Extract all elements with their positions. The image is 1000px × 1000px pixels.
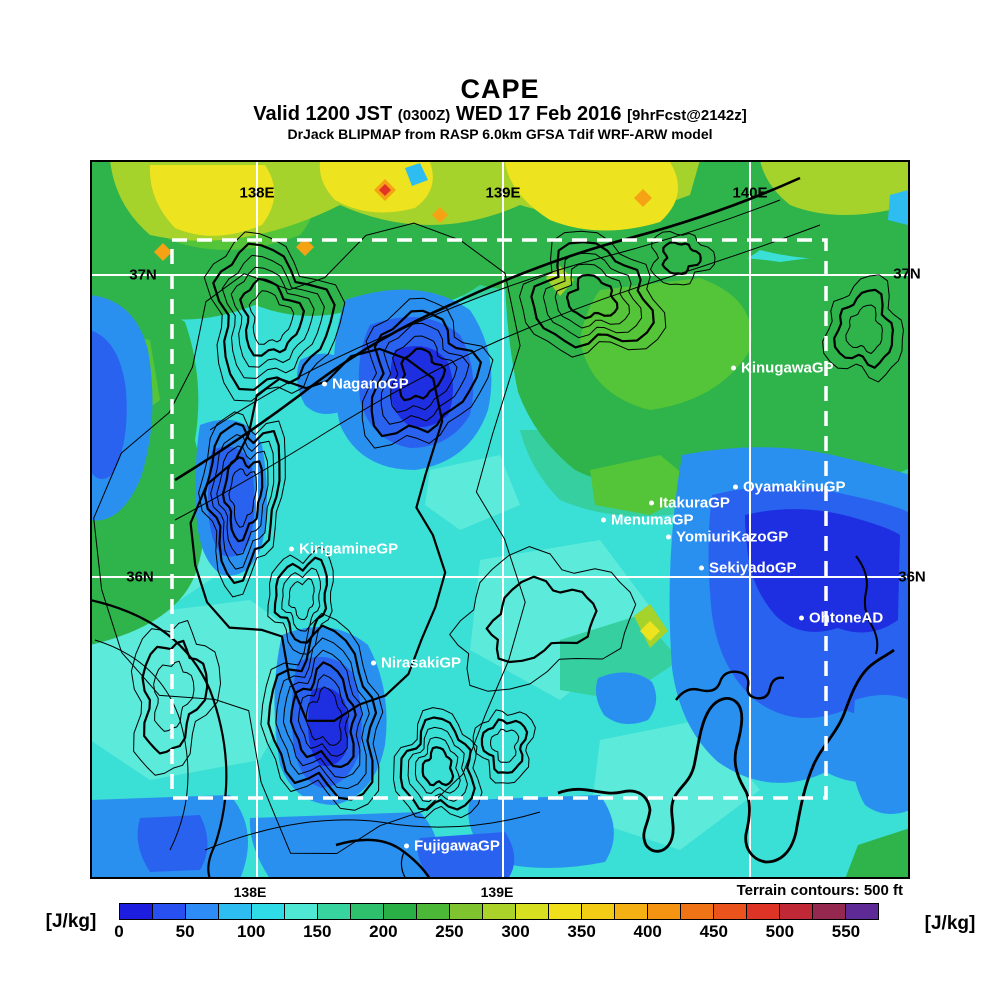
colorbar-segment <box>285 904 318 919</box>
colorbar-segment <box>615 904 648 919</box>
cape-map: 138E 139E 140E 37N 36N 37N 36N NaganoGP K… <box>90 160 926 879</box>
colorbar-tick-label: 500 <box>765 922 795 941</box>
colorbar-tick-label: 0 <box>114 922 124 941</box>
colorbar-segment <box>516 904 549 919</box>
title-block: CAPE Valid 1200 JST (0300Z) WED 17 Feb 2… <box>0 76 1000 143</box>
valid-zulu: (0300Z) <box>397 107 451 124</box>
valid-prefix: Valid 1200 JST <box>253 103 398 125</box>
coastline <box>335 555 895 879</box>
colorbar-segment <box>318 904 351 919</box>
valid-time-line: Valid 1200 JST (0300Z) WED 17 Feb 2016 [… <box>0 103 1000 126</box>
terrain-art <box>90 160 910 879</box>
colorbar-segment <box>780 904 813 919</box>
colorbar-segment <box>648 904 681 919</box>
inner-domain-box <box>170 238 828 800</box>
model-line: DrJack BLIPMAP from RASP 6.0km GFSA Tdif… <box>287 126 713 142</box>
colorbar-segment <box>219 904 252 919</box>
colorbar-segment <box>417 904 450 919</box>
colorbar-tick-label: 250 <box>435 922 464 941</box>
valid-date: WED 17 Feb 2016 <box>450 103 628 125</box>
colorbar-segment <box>252 904 285 919</box>
colorbar-unit-left: [J/kg] <box>45 911 97 932</box>
colorbar-segment <box>483 904 516 919</box>
colorbar-segment <box>813 904 846 919</box>
colorbar-tick-label: 50 <box>175 922 195 941</box>
colorbar-segment <box>846 904 878 919</box>
colorbar-segment <box>120 904 153 919</box>
colorbar-segment <box>384 904 417 919</box>
colorbar-segment <box>450 904 483 919</box>
lon-label-bottom-139e: 139E <box>480 884 514 900</box>
ridge-contours <box>90 176 821 879</box>
colorbar-segment <box>582 904 615 919</box>
colorbar-segment <box>153 904 186 919</box>
colorbar-tick-label: 350 <box>567 922 596 941</box>
colorbar-tick-label: 550 <box>831 922 861 941</box>
colorbar-tick-label: 450 <box>699 922 728 941</box>
colorbar-segment <box>549 904 582 919</box>
colorbar-tick-label: 400 <box>633 922 662 941</box>
colorbar-unit-right: [J/kg] <box>924 913 976 934</box>
colorbar-tick-label: 100 <box>236 922 266 941</box>
colorbar-ticks: 0 50 100 150 200 250 300 350 400 450 500 550 <box>114 920 881 944</box>
terrain-contours <box>93 222 904 854</box>
colorbar-segment <box>747 904 780 919</box>
terrain-contours-note: Terrain contours: 500 ft <box>736 882 903 899</box>
colorbar-tick-label: 150 <box>303 922 332 941</box>
colorbar-segment <box>714 904 747 919</box>
valid-fcst: [9hrFcst@2142z] <box>627 107 747 124</box>
colorbar-segment <box>186 904 219 919</box>
colorbar-tick-label: 200 <box>369 922 398 941</box>
colorbar-tick-label: 300 <box>501 922 530 941</box>
map-border <box>90 160 910 879</box>
colorbar-segment <box>351 904 384 919</box>
colorbar-segment <box>681 904 714 919</box>
colorbar <box>119 903 879 920</box>
page-title: CAPE <box>460 74 540 104</box>
lon-label-bottom-138e: 138E <box>233 884 267 900</box>
